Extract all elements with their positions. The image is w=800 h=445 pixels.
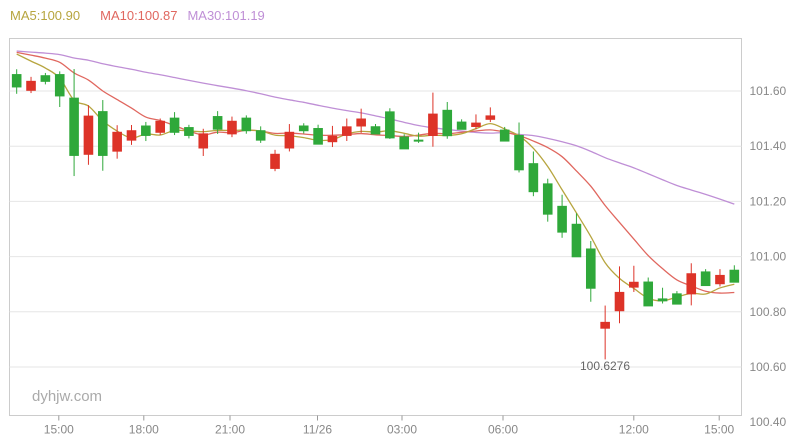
svg-text:100.6276: 100.6276 (580, 359, 630, 373)
svg-text:100.80: 100.80 (750, 305, 787, 319)
svg-text:15:00: 15:00 (44, 423, 74, 437)
svg-text:12:00: 12:00 (619, 423, 649, 437)
svg-text:100.60: 100.60 (750, 360, 787, 374)
svg-text:101.60: 101.60 (750, 84, 787, 98)
svg-text:101.20: 101.20 (750, 194, 787, 208)
svg-text:15:00: 15:00 (704, 423, 734, 437)
svg-text:101.40: 101.40 (750, 139, 787, 153)
svg-text:03:00: 03:00 (387, 423, 417, 437)
svg-text:11/26: 11/26 (303, 423, 332, 437)
svg-text:101.00: 101.00 (750, 250, 787, 264)
svg-text:21:00: 21:00 (215, 423, 245, 437)
svg-text:06:00: 06:00 (488, 423, 518, 437)
svg-text:18:00: 18:00 (129, 423, 159, 437)
svg-text:100.40: 100.40 (750, 415, 787, 429)
